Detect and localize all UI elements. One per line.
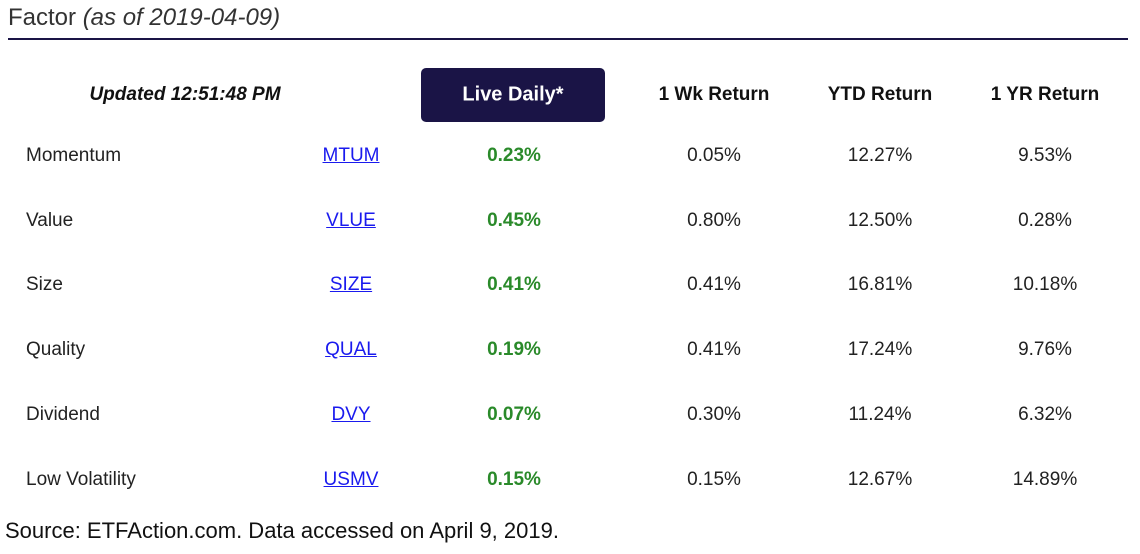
return-value: 0.15% — [687, 469, 741, 490]
return-value: 0.80% — [687, 210, 741, 231]
ticker-link[interactable]: MTUM — [322, 145, 380, 166]
live-daily-button[interactable] — [421, 68, 605, 122]
factor-name: Value — [26, 210, 74, 231]
return-value: 16.81% — [847, 274, 913, 295]
ticker-link[interactable]: QUAL — [325, 339, 377, 360]
live-daily-value: 0.41% — [487, 274, 541, 295]
column-header: 1 Wk Return — [658, 84, 770, 105]
title: Factor — [8, 4, 77, 31]
return-value: 0.28% — [1018, 210, 1072, 231]
live-daily-value: 0.19% — [487, 339, 541, 360]
ticker-link[interactable]: SIZE — [329, 274, 373, 295]
column-header: Updated 12:51:48 PM — [89, 84, 281, 105]
footer: Source: ETFAction.com. Data accessed on … — [5, 518, 559, 543]
live-daily-value: 0.45% — [487, 210, 541, 231]
live-daily-value: 0.23% — [487, 145, 541, 166]
return-value: 17.24% — [847, 339, 913, 360]
factor-name: Low Volatility — [26, 469, 136, 490]
return-value: 11.24% — [848, 404, 912, 425]
return-value: 9.76% — [1018, 339, 1072, 360]
return-value: 14.89% — [1012, 469, 1078, 490]
return-value: 12.50% — [847, 210, 913, 231]
return-value: 6.32% — [1018, 404, 1072, 425]
factor-name: Size — [26, 274, 63, 295]
column-header: YTD Return — [827, 84, 933, 105]
return-value: 0.05% — [687, 145, 741, 166]
return-value: 0.41% — [687, 339, 741, 360]
title-block: Factor (as of 2019-04-09) — [8, 4, 280, 32]
live-daily-value: 0.07% — [487, 404, 541, 425]
ticker-link[interactable]: USMV — [323, 469, 379, 490]
return-value: 10.18% — [1012, 274, 1078, 295]
subtitle: (as of 2019-04-09) — [82, 4, 281, 31]
factor-name: Quality — [26, 339, 86, 360]
factor-name: Dividend — [26, 404, 100, 425]
column-header: 1 YR Return — [990, 84, 1100, 105]
divider — [8, 38, 1128, 40]
return-value: 12.27% — [847, 145, 913, 166]
ticker-link[interactable]: DVY — [331, 404, 371, 425]
return-value: 9.53% — [1018, 145, 1072, 166]
return-value: 0.30% — [687, 404, 741, 425]
factor-name: Momentum — [26, 145, 122, 166]
column-header: Live Daily* — [462, 83, 564, 106]
return-value: 0.41% — [687, 274, 741, 295]
ticker-link[interactable]: VLUE — [326, 210, 376, 231]
live-daily-value: 0.15% — [487, 469, 541, 490]
return-value: 12.67% — [847, 469, 913, 490]
